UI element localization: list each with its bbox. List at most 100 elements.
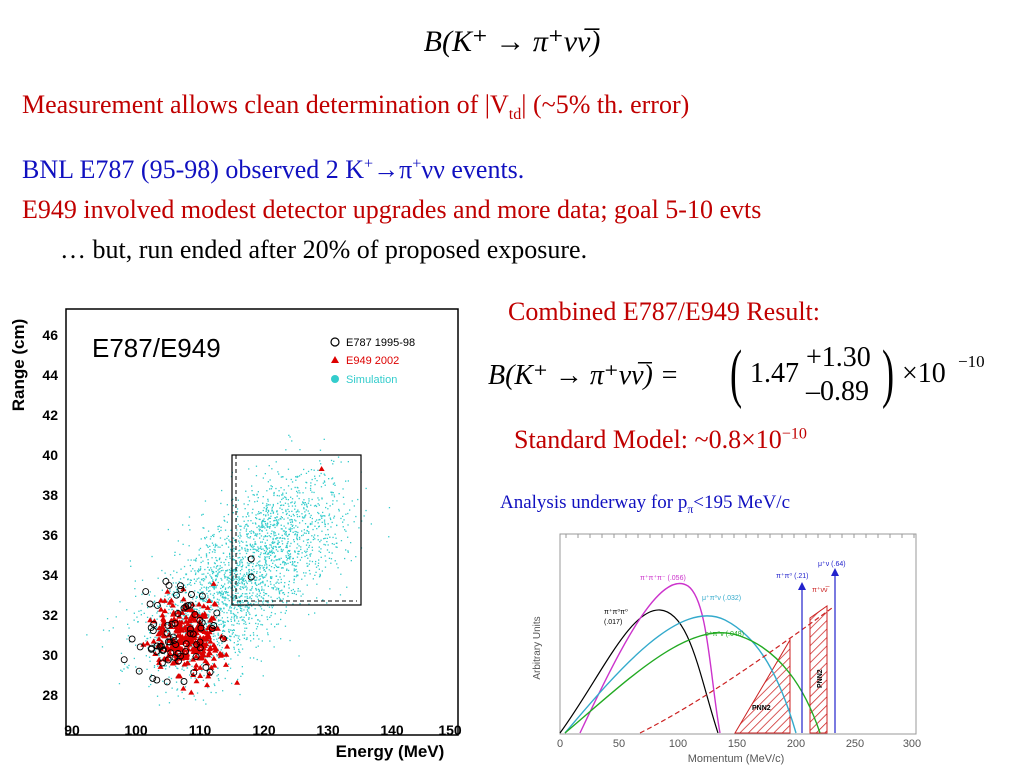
simulation-point: [251, 605, 253, 607]
simulation-point: [235, 614, 237, 616]
simulation-point: [239, 532, 241, 534]
simulation-point: [345, 513, 347, 515]
e949-event: [204, 682, 211, 688]
analysis-note: Analysis underway for pπ<195 MeV/c: [500, 492, 790, 517]
simulation-point: [202, 560, 204, 562]
simulation-point: [326, 541, 328, 543]
simulation-point: [230, 618, 232, 620]
simulation-point: [318, 504, 320, 506]
simulation-point: [264, 527, 266, 529]
simulation-point: [337, 456, 340, 458]
e787-event: [186, 625, 194, 633]
e787-event: [163, 629, 171, 637]
e949-event: [185, 646, 192, 652]
simulation-point: [232, 594, 234, 596]
simulation-point: [327, 523, 329, 525]
simulation-point: [272, 505, 274, 507]
simulation-point: [219, 546, 221, 548]
simulation-point: [245, 585, 247, 587]
simulation-point: [228, 562, 230, 564]
simulation-point: [212, 544, 215, 546]
simulation-point: [294, 561, 296, 563]
simulation-point: [229, 605, 231, 608]
simulation-point: [342, 496, 345, 498]
simulation-point: [276, 597, 278, 600]
simulation-point: [214, 546, 216, 548]
e787-event: [180, 678, 188, 685]
simulation-point: [256, 634, 258, 637]
e949-event: [196, 601, 203, 607]
simulation-point: [190, 622, 192, 624]
simulation-point: [267, 518, 269, 521]
vtd-subscript: td: [508, 106, 522, 124]
e787-event: [167, 649, 175, 657]
simulation-point: [127, 667, 129, 669]
simulation-point: [282, 601, 284, 604]
simulation-point: [207, 620, 209, 622]
simulation-point: [289, 556, 292, 558]
curve-pinunu: [639, 607, 833, 734]
simulation-point: [304, 515, 306, 517]
simulation-point: [319, 518, 321, 521]
simulation-point: [246, 609, 248, 611]
simulation-point: [194, 582, 196, 585]
simulation-point: [173, 591, 175, 593]
simulation-point: [252, 638, 255, 640]
simulation-point: [189, 659, 191, 661]
simulation-point: [207, 616, 209, 618]
simulation-point: [305, 532, 307, 534]
simulation-point: [213, 615, 216, 617]
simulation-point: [190, 570, 192, 572]
simulation-point: [149, 636, 152, 639]
simulation-point: [211, 542, 214, 544]
simulation-point: [200, 538, 202, 540]
e949-event: [182, 635, 189, 641]
simulation-point: [217, 593, 219, 595]
simulation-point: [254, 501, 256, 503]
simulation-point: [343, 503, 345, 505]
e949-event: [156, 625, 163, 631]
simulation-point: [212, 594, 214, 596]
simulation-point: [118, 683, 121, 685]
simulation-point: [335, 546, 337, 548]
simulation-point: [181, 681, 183, 683]
simulation-point: [328, 478, 330, 480]
simulation-point: [149, 632, 152, 634]
simulation-point: [214, 549, 216, 551]
e949-event: [200, 628, 207, 634]
e949-event: [150, 638, 157, 644]
simulation-point: [228, 631, 230, 633]
label-munu: μ⁺ν (.64): [818, 560, 846, 568]
simulation-point: [347, 461, 349, 463]
simulation-point: [237, 611, 239, 614]
simulation-point: [309, 522, 312, 525]
simulation-point: [220, 595, 222, 597]
simulation-point: [297, 476, 299, 478]
simulation-point: [245, 581, 248, 583]
simulation-point: [253, 657, 255, 659]
simulation-point: [248, 612, 250, 614]
sm-text: Standard Model: ~0.8×10: [514, 425, 782, 454]
simulation-point: [281, 494, 283, 496]
simulation-point: [296, 543, 299, 545]
e787-event: [173, 591, 180, 599]
simulation-point: [236, 562, 238, 564]
simulation-point: [219, 537, 222, 539]
header-formula: B(K⁺ → π⁺νν̅): [423, 25, 601, 58]
simulation-point: [224, 538, 226, 541]
simulation-point: [350, 542, 352, 544]
simulation-point: [259, 566, 261, 569]
simulation-point: [250, 574, 253, 576]
simulation-point: [273, 567, 275, 569]
simulation-point: [311, 560, 314, 563]
simulation-point: [296, 556, 299, 558]
e949-event: [197, 664, 204, 670]
simulation-point: [288, 528, 290, 530]
simulation-point: [233, 597, 235, 599]
simulation-point: [350, 560, 352, 562]
simulation-point: [244, 547, 246, 549]
simulation-point: [322, 511, 324, 514]
simulation-point: [165, 665, 167, 667]
simulation-point: [243, 609, 245, 611]
simulation-point: [248, 580, 250, 582]
